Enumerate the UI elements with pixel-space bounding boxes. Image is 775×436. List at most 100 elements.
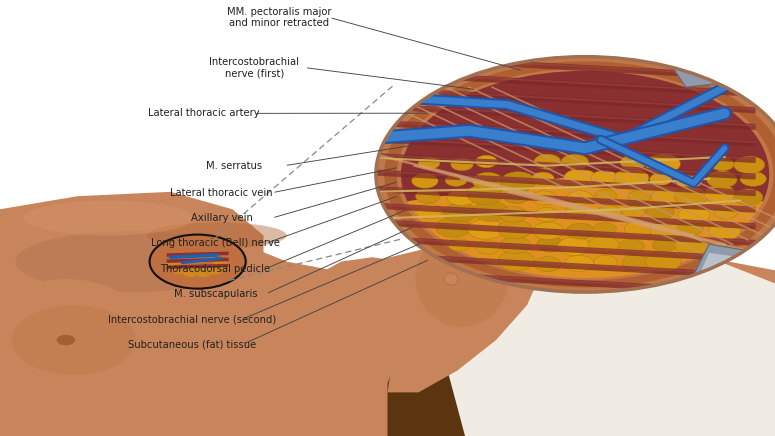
Text: Lateral thoracic vein: Lateral thoracic vein [170,188,273,198]
Circle shape [535,208,560,221]
Text: Lateral thoracic artery: Lateral thoracic artery [148,109,260,118]
Circle shape [652,187,686,207]
Circle shape [534,154,561,169]
Circle shape [205,265,223,275]
Circle shape [467,219,504,239]
Circle shape [597,205,622,219]
Text: Long thoracic (Bell) nerve: Long thoracic (Bell) nerve [151,238,280,248]
Polygon shape [353,102,756,130]
Circle shape [384,61,775,287]
Circle shape [532,172,554,185]
Polygon shape [353,119,756,143]
Polygon shape [353,269,756,292]
Circle shape [711,157,734,171]
Circle shape [558,237,591,255]
Ellipse shape [0,279,143,375]
Circle shape [416,204,443,219]
Text: Intercostobrachial nerve (second): Intercostobrachial nerve (second) [108,314,277,324]
Circle shape [150,235,246,289]
Circle shape [503,189,530,204]
Circle shape [614,168,649,187]
Circle shape [397,68,773,280]
Polygon shape [353,302,756,325]
Ellipse shape [16,231,248,292]
Text: Subcutaneous (fat) tissue: Subcutaneous (fat) tissue [128,340,257,349]
Polygon shape [353,168,756,196]
Polygon shape [353,152,756,180]
Polygon shape [353,334,756,362]
Polygon shape [353,186,756,209]
Polygon shape [353,52,756,80]
Circle shape [445,174,467,186]
Polygon shape [353,251,756,279]
Polygon shape [353,202,756,226]
Circle shape [501,172,536,192]
Polygon shape [663,44,763,87]
Polygon shape [0,209,775,436]
Circle shape [733,189,763,205]
Circle shape [182,267,201,277]
Circle shape [674,235,709,255]
Circle shape [412,174,438,188]
Text: Thoracodorsal pedicle: Thoracodorsal pedicle [160,264,270,273]
Polygon shape [353,70,756,93]
Polygon shape [353,69,756,97]
Polygon shape [353,284,756,312]
Circle shape [561,154,588,170]
Circle shape [628,190,651,203]
Circle shape [451,158,474,171]
Circle shape [704,185,736,203]
Circle shape [195,267,213,277]
Polygon shape [353,268,756,296]
Circle shape [534,257,561,272]
Polygon shape [353,252,756,276]
Polygon shape [434,218,775,436]
Circle shape [443,203,477,222]
Polygon shape [353,317,756,345]
Ellipse shape [482,233,502,236]
Polygon shape [353,185,756,213]
Text: M. serratus: M. serratus [206,161,262,170]
Wedge shape [407,174,763,278]
Circle shape [708,222,741,240]
Text: Intercostobrachial
nerve (first): Intercostobrachial nerve (first) [209,57,299,78]
Circle shape [653,238,676,252]
Text: M. subscapularis: M. subscapularis [174,289,257,299]
Circle shape [476,241,500,254]
Text: MM. pectoralis major
and minor retracted: MM. pectoralis major and minor retracted [227,7,331,28]
Circle shape [415,189,440,203]
Circle shape [436,217,471,237]
Circle shape [499,207,527,222]
Ellipse shape [23,201,194,235]
Circle shape [57,335,75,345]
Circle shape [564,169,597,187]
Circle shape [593,223,616,235]
Ellipse shape [482,233,502,238]
Ellipse shape [444,273,458,285]
Polygon shape [353,135,756,163]
Polygon shape [353,153,756,176]
Text: Axillary vein: Axillary vein [191,213,253,223]
Circle shape [567,223,594,239]
Polygon shape [353,235,756,262]
Circle shape [498,219,532,238]
Circle shape [625,221,653,237]
Circle shape [473,201,508,221]
Circle shape [567,191,593,206]
Polygon shape [353,301,756,329]
Polygon shape [353,103,756,126]
Polygon shape [353,169,756,193]
Circle shape [565,255,594,272]
Polygon shape [353,235,756,259]
Polygon shape [271,257,411,436]
Circle shape [622,255,649,270]
Polygon shape [353,318,756,342]
Polygon shape [353,86,756,110]
Circle shape [594,255,617,269]
Polygon shape [353,119,756,146]
Circle shape [650,222,683,241]
Ellipse shape [147,222,287,249]
Polygon shape [670,48,740,70]
Circle shape [448,239,470,251]
Circle shape [591,170,618,186]
